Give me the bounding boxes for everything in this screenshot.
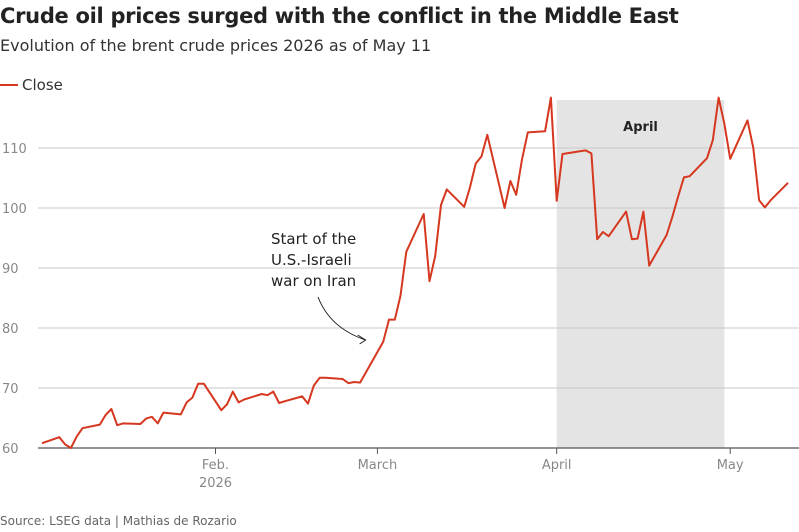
x-tick-label-0-0: Feb.	[202, 458, 229, 473]
x-tick-label-1-0: March	[358, 458, 398, 473]
y-tick-label-100: 100	[2, 202, 27, 217]
y-tick-label-60: 60	[2, 442, 19, 457]
annotation-line-0: Start of the	[271, 230, 356, 248]
shaded-band-label: April	[623, 120, 658, 135]
annotation-arrowhead	[357, 334, 367, 345]
shaded-band-april	[556, 100, 725, 448]
annotation-line-2: war on Iran	[271, 272, 356, 290]
legend: Close	[0, 76, 63, 94]
y-tick-label-90: 90	[2, 262, 19, 277]
x-tick-label-2-0: April	[542, 458, 572, 473]
source-note: Source: LSEG data | Mathias de Rozario	[0, 514, 237, 528]
series-line-close	[41, 96, 789, 449]
legend-label-close: Close	[22, 76, 63, 94]
x-tick-label-0-1: 2026	[199, 476, 232, 491]
y-tick-label-70: 70	[2, 382, 19, 397]
chart-title: Crude oil prices surged with the conflic…	[0, 4, 679, 28]
y-tick-label-110: 110	[2, 142, 27, 157]
chart-subtitle: Evolution of the brent crude prices 2026…	[0, 36, 432, 55]
annotation-arrow	[317, 296, 366, 341]
legend-swatch-close	[0, 84, 18, 86]
x-tick-label-3-0: May	[717, 458, 744, 473]
annotation-line-1: U.S.-Israeli	[271, 251, 352, 269]
y-tick-label-80: 80	[2, 322, 19, 337]
